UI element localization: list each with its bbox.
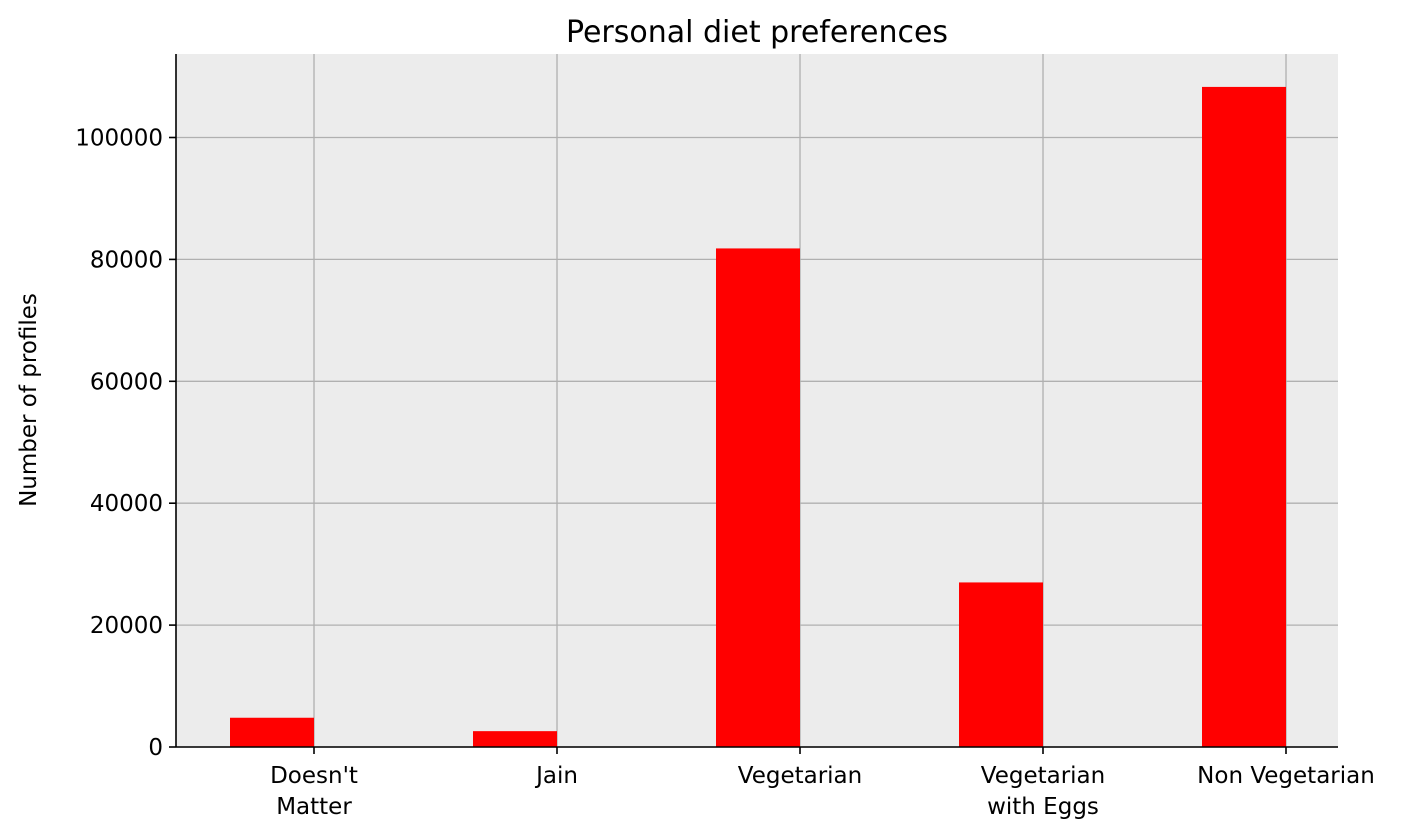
bar	[959, 582, 1043, 747]
x-tick-label: Vegetarian	[738, 763, 862, 789]
chart-title: Personal diet preferences	[566, 15, 948, 50]
y-tick-label: 100000	[75, 126, 163, 152]
x-tick-label: Non Vegetarian	[1197, 763, 1375, 789]
x-tick-label: with Eggs	[987, 794, 1099, 820]
y-tick-label: 80000	[90, 247, 163, 273]
bar	[716, 248, 800, 747]
bar	[230, 717, 314, 747]
bars	[230, 86, 1286, 748]
y-axis-label: Number of profiles	[16, 293, 42, 507]
y-tick-label: 60000	[90, 369, 163, 395]
x-tick-label: Vegetarian	[981, 763, 1105, 789]
y-tick-label: 0	[148, 735, 163, 761]
x-tick-label: Matter	[276, 794, 352, 820]
axes	[175, 54, 1338, 748]
x-tick-label: Doesn't	[270, 763, 358, 789]
y-tick-label: 20000	[90, 613, 163, 639]
bar	[473, 731, 557, 747]
bar	[1202, 86, 1286, 748]
x-axis-ticks: Doesn't Matter Jain Vegetarian Vegetarian wit…	[270, 747, 1375, 820]
y-axis-ticks: 0 20000 40000 60000 80000 100000	[75, 126, 176, 761]
y-tick-label: 40000	[90, 491, 163, 517]
x-tick-label: Jain	[534, 763, 578, 789]
